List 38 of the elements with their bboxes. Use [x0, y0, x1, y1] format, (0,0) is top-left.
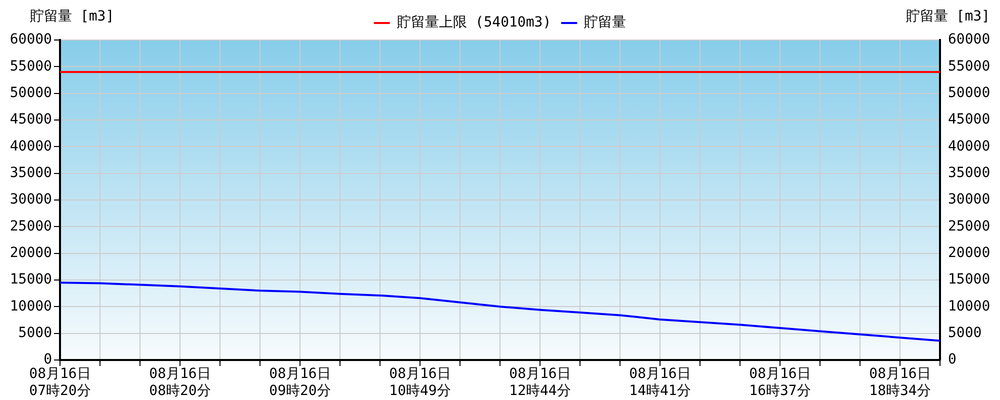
- y2-tick-label: 10000: [948, 298, 990, 314]
- legend-label: 貯留量上限 (54010m3): [396, 14, 552, 31]
- y-tick-label: 50000: [10, 84, 52, 101]
- y-tick-label: 25000: [10, 218, 52, 234]
- y-tick-label: 5000: [18, 324, 52, 341]
- y-tick-label: 10000: [10, 298, 52, 314]
- y2-tick-label: 5000: [948, 324, 982, 341]
- y2-tick-label: 40000: [948, 138, 990, 154]
- y2-tick-label: 60000: [948, 32, 990, 48]
- x-tick-label: 08月16日 18時34分: [869, 366, 931, 399]
- y-tick-label: 15000: [10, 272, 52, 288]
- y-tick-label: 35000: [10, 164, 52, 181]
- y-tick-label: 40000: [10, 138, 52, 154]
- legend-label: 貯留量: [584, 14, 626, 31]
- y2-tick-label: 55000: [948, 58, 990, 74]
- y2-tick-label: 35000: [948, 164, 990, 181]
- y2-tick-label: 0: [948, 352, 956, 368]
- y-tick-label: 20000: [10, 244, 52, 261]
- y-tick-label: 55000: [10, 58, 52, 74]
- y-axis-title: 貯留量 [m3]: [30, 8, 114, 25]
- y2-axis-title: 貯留量 [m3]: [906, 8, 990, 25]
- x-tick-label: 08月16日 09時20分: [269, 366, 331, 399]
- x-tick-label: 08月16日 12時44分: [509, 366, 571, 399]
- x-tick-label: 08月16日 10時49分: [389, 366, 451, 399]
- y2-tick-label: 50000: [948, 84, 990, 101]
- y2-tick-label: 30000: [948, 192, 990, 208]
- x-tick-label: 08月16日 08時20分: [149, 366, 211, 399]
- x-tick-label: 08月16日 07時20分: [29, 366, 91, 399]
- x-tick-label: 08月16日 16時37分: [749, 366, 811, 399]
- y-tick-label: 45000: [10, 112, 52, 128]
- y-tick-label: 30000: [10, 192, 52, 208]
- y-tick-label: 60000: [10, 32, 52, 48]
- y2-tick-label: 15000: [948, 272, 990, 288]
- y2-tick-label: 20000: [948, 244, 990, 261]
- x-tick-label: 08月16日 14時41分: [629, 366, 691, 399]
- y2-tick-label: 25000: [948, 218, 990, 234]
- y-tick-label: 0: [44, 352, 52, 368]
- y2-tick-label: 45000: [948, 112, 990, 128]
